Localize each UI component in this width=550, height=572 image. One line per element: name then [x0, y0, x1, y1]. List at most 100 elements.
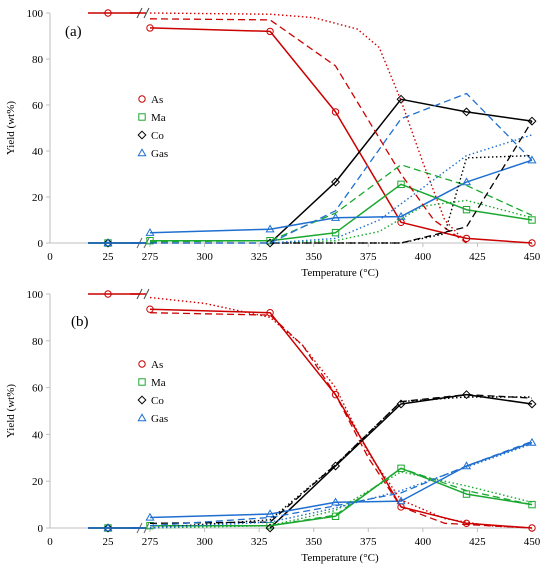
- series-co-dotted: [149, 396, 532, 529]
- series-line: [149, 471, 533, 529]
- x-tick-label: 425: [469, 536, 486, 548]
- data-point-marker: [462, 390, 472, 400]
- data-point-marker: [396, 399, 406, 409]
- series-line: [150, 467, 533, 527]
- data-point-marker: [103, 238, 113, 247]
- data-point-marker: [527, 399, 537, 409]
- data-point-marker: [462, 234, 471, 243]
- x-tick-label: 300: [196, 251, 213, 263]
- legend-label: As: [151, 359, 163, 371]
- data-point-marker: [396, 496, 406, 505]
- legend-label: Co: [151, 130, 164, 142]
- y-axis-title: Yield (wt%): [5, 384, 17, 438]
- series-co-dotted: [270, 154, 533, 244]
- series-line: [149, 159, 533, 234]
- x-tick-label: 0: [47, 536, 53, 548]
- data-point-marker: [265, 509, 275, 518]
- series-line: [150, 467, 533, 527]
- data-point-marker: [330, 497, 341, 506]
- data-point-marker: [397, 464, 405, 473]
- legend-marker: [137, 148, 147, 157]
- series-gas-dotted: [149, 443, 533, 529]
- data-point-marker: [461, 461, 472, 470]
- legend-label: As: [151, 94, 163, 106]
- series-line: [149, 164, 533, 243]
- x-tick-label: 325: [251, 251, 268, 263]
- data-point-marker: [330, 213, 341, 221]
- x-tick-label: 350: [305, 536, 322, 548]
- data-point-marker: [528, 216, 536, 224]
- data-point-marker: [527, 437, 537, 446]
- series-line: [270, 154, 533, 244]
- series-line: [149, 18, 467, 244]
- legend-marker: [137, 130, 147, 140]
- legend-label: Gas: [151, 413, 168, 425]
- x-tick-label: 25: [103, 251, 115, 263]
- series-gas-solid: [88, 155, 537, 247]
- data-point-marker: [461, 177, 472, 186]
- x-tick-label: 450: [524, 251, 541, 263]
- legend-label: Ma: [151, 377, 166, 389]
- series-as-dashed: [149, 18, 467, 244]
- y-tick-label: 40: [32, 429, 44, 441]
- series-line: [149, 396, 532, 529]
- legend-marker: [138, 378, 146, 386]
- legend-label: Co: [151, 395, 164, 407]
- data-point-marker: [462, 519, 471, 528]
- x-tick-label: 375: [360, 536, 377, 548]
- data-point-marker: [331, 177, 341, 187]
- line-break-mark: [143, 7, 150, 19]
- x-tick-label: 25: [103, 536, 115, 548]
- data-point-marker: [331, 108, 340, 116]
- data-point-marker: [103, 523, 113, 533]
- legend-marker: [138, 95, 146, 103]
- data-point-marker: [145, 227, 155, 236]
- data-point-marker: [397, 180, 405, 189]
- data-point-marker: [331, 228, 340, 237]
- legend-marker: [137, 413, 147, 422]
- series-ma-dashed: [149, 164, 533, 243]
- data-point-marker: [266, 309, 274, 317]
- y-tick-label: 80: [32, 54, 44, 66]
- x-tick-label: 450: [524, 536, 541, 548]
- y-tick-label: 40: [32, 146, 44, 158]
- x-tick-label: 275: [142, 251, 159, 263]
- series-gas-dotted: [270, 134, 533, 244]
- series-line: [150, 120, 533, 244]
- series-as-dotted: [149, 296, 533, 529]
- series-ma-dotted: [149, 471, 533, 529]
- x-axis-title: Temperature (°C): [301, 267, 379, 279]
- legend-marker: [137, 395, 147, 405]
- line-break-mark: [143, 288, 150, 300]
- x-tick-label: 400: [415, 536, 432, 548]
- data-point-marker: [146, 305, 154, 313]
- data-point-marker: [146, 24, 154, 32]
- y-tick-label: 0: [38, 523, 44, 535]
- y-tick-label: 100: [27, 289, 44, 301]
- series-line: [270, 134, 533, 244]
- series-co-dashed: [150, 120, 533, 244]
- series-as-solid: [88, 9, 536, 247]
- series-line: [150, 92, 533, 244]
- data-point-marker: [265, 523, 275, 533]
- data-point-marker: [104, 9, 112, 17]
- x-axis-title: Temperature (°C): [301, 552, 379, 564]
- y-tick-label: 80: [32, 336, 44, 348]
- series-ma-dashed: [150, 467, 533, 527]
- legend-marker: [138, 113, 146, 121]
- data-point-marker: [528, 239, 536, 247]
- data-point-marker: [331, 461, 341, 471]
- y-tick-label: 60: [32, 100, 44, 112]
- series-gas-dashed: [150, 92, 533, 244]
- legend: As Ma Co Gas: [137, 359, 168, 425]
- data-point-marker: [331, 512, 340, 520]
- data-point-marker: [462, 205, 471, 214]
- data-point-marker: [266, 27, 274, 36]
- data-point-marker: [527, 155, 537, 164]
- x-tick-label: 300: [196, 536, 213, 548]
- data-point-marker: [331, 390, 340, 399]
- x-tick-label: 275: [142, 536, 159, 548]
- series-as-solid: [88, 290, 536, 532]
- series-line: [149, 296, 533, 529]
